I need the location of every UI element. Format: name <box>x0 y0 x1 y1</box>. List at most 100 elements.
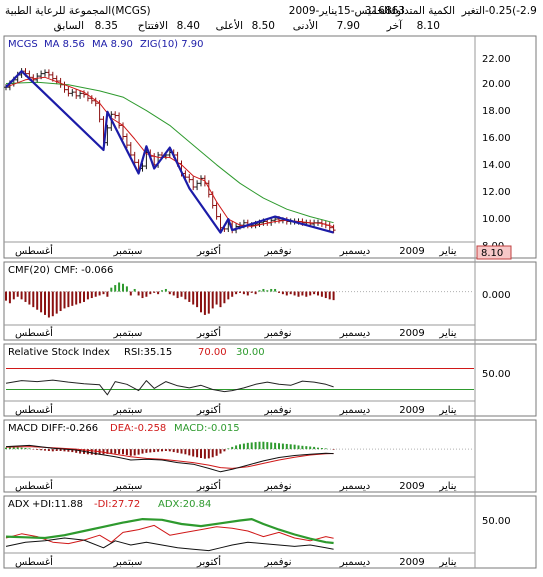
adx-x-axis: أغسطس سبتمبر أكتوبر نوفمبر ديسمبر 2009 ي… <box>15 555 457 568</box>
month-label: 2009 <box>399 405 424 416</box>
price-ytick: 16.00 <box>482 133 511 144</box>
ma2-line <box>5 81 334 224</box>
price-ytick: 20.00 <box>482 79 511 90</box>
header-prev-label: السابق <box>54 20 84 32</box>
month-label: ديسمبر <box>339 405 370 416</box>
adx-legend-title: ADX <box>8 499 30 510</box>
month-label: أكتوبر <box>196 244 221 257</box>
header-stock-name: المجموعة للرعاية الطبية(MCGS) <box>5 5 151 17</box>
month-label: نوفمبر <box>263 328 291 339</box>
macd-panel-frame <box>3 419 537 493</box>
adx-ytick: 50.00 <box>482 516 511 527</box>
header-last-label: آخر <box>386 19 403 32</box>
macd-legend-macd: MACD:-0.015 <box>174 423 240 434</box>
month-label: سبتمبر <box>113 481 143 492</box>
price-legend-ma1: MA 8.56 <box>44 39 85 50</box>
cmf-x-axis: أغسطس سبتمبر أكتوبر نوفمبر ديسمبر 2009 ي… <box>15 326 457 339</box>
price-legend-zig: ZIG(10) 7.90 <box>140 39 204 50</box>
month-label: أغسطس <box>15 555 53 568</box>
month-label: 2009 <box>399 481 424 492</box>
month-label: يناير <box>438 328 456 339</box>
month-label: أكتوبر <box>196 479 221 492</box>
adx-panel-frame <box>3 495 537 569</box>
price-legend-symbol: MCGS <box>8 39 38 50</box>
month-label: سبتمبر <box>113 328 143 339</box>
month-label: سبتمبر <box>113 405 143 416</box>
rsi-legend-upper: 70.00 <box>198 347 227 358</box>
cmf-legend-title: CMF(20) <box>8 265 50 276</box>
adx-line <box>5 518 334 545</box>
macd-plot <box>5 441 474 473</box>
cmf-ytick: 0.000 <box>482 290 511 301</box>
rsi-x-axis: أغسطس سبتمبر أكتوبر نوفمبر ديسمبر 2009 ي… <box>15 403 457 416</box>
cmf-bars <box>5 282 474 318</box>
header-open-value: 8.35 <box>95 20 118 32</box>
month-label: يناير <box>438 557 456 568</box>
month-label: نوفمبر <box>263 481 291 492</box>
macd-legend-dea: DEA:-0.258 <box>110 423 166 434</box>
rsi-plot <box>5 368 474 396</box>
price-legend-ma2: MA 8.90 <box>92 39 133 50</box>
rsi-legend-value: RSI:35.15 <box>124 347 172 358</box>
diff-line <box>5 444 334 473</box>
price-ytick: 14.00 <box>482 160 511 171</box>
month-label: أكتوبر <box>196 326 221 339</box>
rsi-legend-title: Relative Stock Index <box>8 347 110 358</box>
month-label: أكتوبر <box>196 403 221 416</box>
header-low-value: 8.50 <box>252 20 275 32</box>
price-ytick: 12.00 <box>482 187 511 198</box>
price-ytick: 10.00 <box>482 214 511 225</box>
cmf-legend: CMF(20) CMF: -0.066 <box>8 265 113 276</box>
rsi-line <box>5 379 334 396</box>
price-ytick: 18.00 <box>482 106 511 117</box>
month-label: نوفمبر <box>263 557 291 568</box>
month-label: يناير <box>438 246 456 257</box>
header-low-label: الأدنى <box>293 19 318 32</box>
month-label: أكتوبر <box>196 555 221 568</box>
price-lines <box>5 70 334 234</box>
adx-legend: ADX +DI:11.88 -DI:27.72 ADX:20.84 <box>8 499 211 510</box>
rsi-legend: Relative Stock Index RSI:35.15 70.00 30.… <box>8 347 265 358</box>
zigzag-line <box>5 70 334 234</box>
macd-x-axis: أغسطس سبتمبر أكتوبر نوفمبر ديسمبر 2009 ي… <box>15 479 457 492</box>
month-label: ديسمبر <box>339 328 370 339</box>
macd-legend-diff: MACD DIFF:-0.266 <box>8 423 98 434</box>
adx-plot <box>5 518 334 552</box>
header-high-value: 8.40 <box>177 20 200 32</box>
header-change-label: التغير <box>461 5 485 17</box>
month-label: ديسمبر <box>339 557 370 568</box>
macd-legend: MACD DIFF:-0.266 DEA:-0.258 MACD:-0.015 <box>8 423 240 434</box>
last-price-box <box>476 245 512 260</box>
month-label: أغسطس <box>15 326 53 339</box>
cmf-panel-frame <box>3 261 537 341</box>
cmf-legend-value: CMF: -0.066 <box>54 265 113 276</box>
minus-di-line <box>5 524 334 545</box>
month-label: 2009 <box>399 328 424 339</box>
month-label: ديسمبر <box>339 481 370 492</box>
header-change-value: -0.25(-2.9 <box>485 5 537 17</box>
month-label: أغسطس <box>15 244 53 257</box>
rsi-ytick: 50.00 <box>482 369 511 380</box>
month-label: أغسطس <box>15 479 53 492</box>
plus-di-line <box>5 537 334 552</box>
adx-legend-minus: -DI:27.72 <box>94 499 140 510</box>
dea-line <box>5 446 334 469</box>
header-date: الخميس-15يناير-2009 <box>289 5 390 17</box>
rsi-legend-lower: 30.00 <box>236 347 265 358</box>
adx-legend-adx: ADX:20.84 <box>158 499 211 510</box>
header-last-value: 7.90 <box>337 20 360 32</box>
header-high-label: الأعلى <box>216 19 243 32</box>
rsi-panel-frame <box>3 343 537 417</box>
price-legend: MCGS MA 8.56 MA 8.90 ZIG(10) 7.90 <box>8 39 204 50</box>
month-label: سبتمبر <box>113 246 143 257</box>
header-prev-value: 8.10 <box>417 20 440 32</box>
price-ytick: 22.00 <box>482 54 511 65</box>
header-volume-label: الكمية المتداولة <box>387 5 455 17</box>
last-price-label: 8.10 <box>481 248 503 259</box>
month-label: يناير <box>438 481 456 492</box>
month-label: ديسمبر <box>339 246 370 257</box>
price-panel-frame <box>3 35 537 259</box>
price-x-axis: أغسطس سبتمبر أكتوبر نوفمبر ديسمبر 2009 ي… <box>15 244 457 257</box>
